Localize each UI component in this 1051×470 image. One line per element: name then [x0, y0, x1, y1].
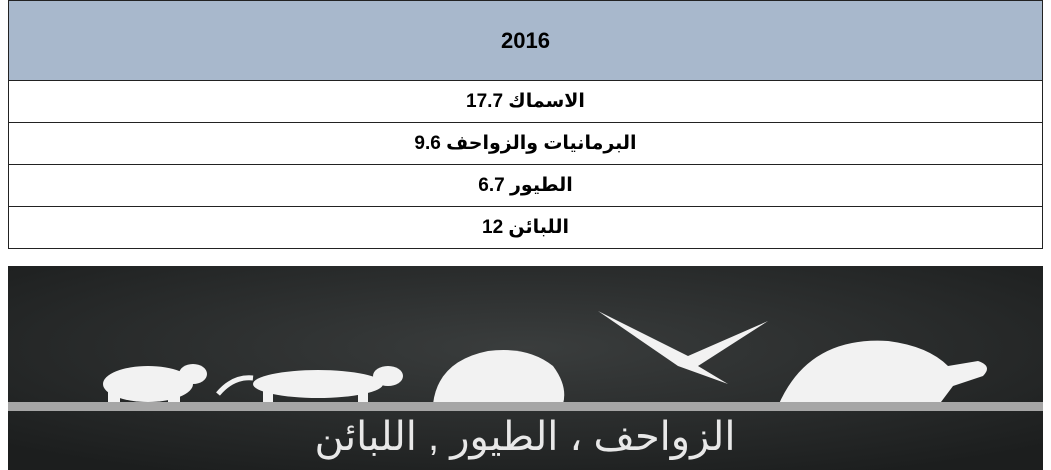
header-row: 2016 — [8, 0, 1043, 81]
cell: اللبائن 12 — [8, 206, 1043, 249]
silhouettes — [103, 311, 987, 406]
row: اللبائن 12 — [8, 206, 1043, 249]
cell: الطيور 6.7 — [8, 164, 1043, 207]
header-cell: 2016 — [8, 0, 1043, 81]
animals-image: الزواحف ، الطيور , اللبائن — [8, 266, 1043, 470]
cell: الاسماك 17.7 — [8, 80, 1043, 123]
row: الاسماك 17.7 — [8, 80, 1043, 123]
row: البرمانيات والزواحف 9.6 — [8, 122, 1043, 165]
cell: البرمانيات والزواحف 9.6 — [8, 122, 1043, 165]
divider-bar — [8, 402, 1043, 411]
row: الطيور 6.7 — [8, 164, 1043, 207]
caption: الزواحف ، الطيور , اللبائن — [315, 415, 736, 460]
data-table: 2016 الاسماك 17.7 البرمانيات والزواحف 9.… — [8, 0, 1043, 249]
